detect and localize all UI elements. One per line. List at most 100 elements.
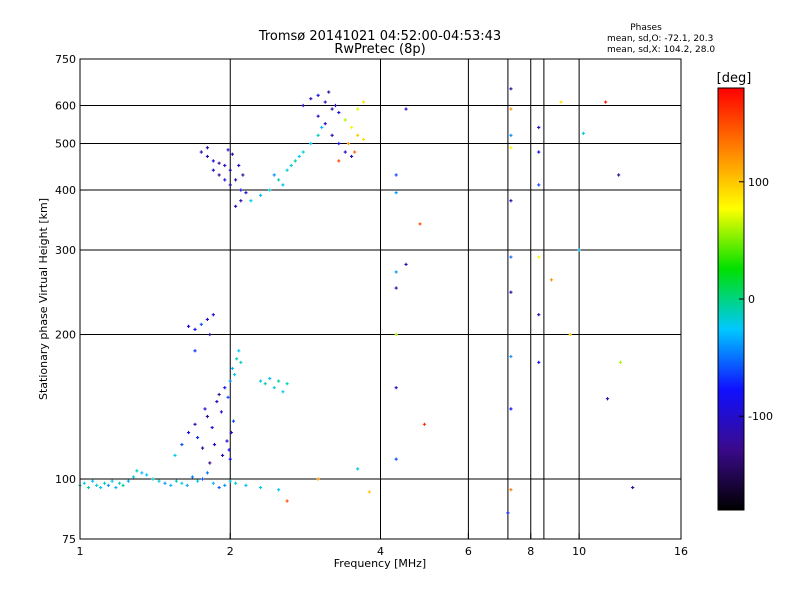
data-point xyxy=(356,107,360,111)
data-point xyxy=(285,499,289,503)
data-point xyxy=(225,439,229,443)
data-point xyxy=(422,422,427,426)
data-point xyxy=(509,107,513,111)
data-point xyxy=(239,360,243,364)
data-point xyxy=(506,511,510,515)
data-point xyxy=(323,122,327,126)
data-point xyxy=(180,442,184,447)
data-point xyxy=(244,483,248,487)
data-point xyxy=(349,125,354,130)
data-point xyxy=(211,159,215,163)
data-point xyxy=(135,469,139,473)
data-point xyxy=(82,481,86,485)
data-point xyxy=(234,204,238,208)
data-point xyxy=(219,410,224,414)
data-point xyxy=(237,349,241,353)
data-point xyxy=(205,146,210,150)
data-point xyxy=(208,461,212,465)
data-point xyxy=(577,248,581,252)
data-point xyxy=(106,483,111,487)
y-tick-label: 600 xyxy=(55,100,76,113)
data-point xyxy=(228,457,232,461)
data-point xyxy=(217,392,221,397)
data-point xyxy=(249,199,253,203)
data-point xyxy=(163,481,167,485)
data-point xyxy=(215,399,219,404)
data-point xyxy=(509,199,513,203)
data-point xyxy=(99,485,103,490)
data-point xyxy=(199,322,203,326)
data-point xyxy=(169,483,173,487)
x-tick-label: 6 xyxy=(465,545,472,558)
data-point xyxy=(228,379,232,383)
data-point xyxy=(509,146,513,150)
data-point xyxy=(330,107,334,111)
y-tick-label: 200 xyxy=(55,329,76,342)
data-point xyxy=(186,324,191,328)
data-point xyxy=(86,485,91,490)
y-axis-ticks: 75 100 200 300 400 500 600 750 xyxy=(55,53,86,546)
data-point xyxy=(185,483,189,487)
data-point xyxy=(203,407,207,411)
data-point xyxy=(537,183,541,187)
x-tick-label: 16 xyxy=(674,545,688,558)
data-point xyxy=(537,313,541,317)
data-point xyxy=(394,191,398,195)
data-point xyxy=(205,154,210,159)
data-point xyxy=(605,397,610,401)
data-point xyxy=(394,386,398,390)
data-point xyxy=(157,479,161,483)
data-point xyxy=(559,100,563,104)
data-point xyxy=(95,483,99,487)
data-point xyxy=(228,183,232,187)
data-point xyxy=(537,125,541,130)
data-point xyxy=(333,103,338,108)
data-point xyxy=(258,379,263,383)
data-point xyxy=(277,379,281,383)
data-point xyxy=(281,183,285,187)
data-point xyxy=(293,159,297,163)
data-point xyxy=(301,150,305,154)
data-point xyxy=(186,430,191,435)
data-point xyxy=(509,407,513,411)
data-point xyxy=(244,191,248,195)
data-point xyxy=(394,457,398,461)
data-point xyxy=(367,490,371,494)
data-point xyxy=(227,448,231,452)
data-point xyxy=(285,382,289,386)
data-point xyxy=(234,481,238,485)
data-point xyxy=(205,471,210,475)
data-point xyxy=(217,485,221,490)
data-point xyxy=(362,137,366,141)
data-point xyxy=(205,317,210,322)
colorbar-tick-label: 0 xyxy=(748,293,755,306)
y-axis-label: Stationary phase Virtual Height [km] xyxy=(37,198,50,400)
data-point xyxy=(199,150,203,154)
data-point xyxy=(195,479,200,483)
data-point xyxy=(316,133,320,137)
data-point xyxy=(289,163,293,168)
data-point xyxy=(223,386,227,390)
stats-header: Phases xyxy=(630,23,662,33)
data-point xyxy=(131,475,136,479)
data-point xyxy=(145,473,149,477)
y-tick-label: 750 xyxy=(55,53,76,66)
data-point xyxy=(223,178,227,182)
data-point xyxy=(316,477,320,481)
colorbar-tick-label: -100 xyxy=(748,410,773,423)
data-point xyxy=(549,278,554,282)
data-point xyxy=(190,475,195,479)
data-point xyxy=(140,471,144,475)
y-tick-label: 100 xyxy=(55,473,76,486)
data-point xyxy=(226,395,230,399)
data-point xyxy=(337,110,341,115)
data-point xyxy=(226,148,230,152)
data-point xyxy=(230,152,235,156)
colorbar-label: [deg] xyxy=(717,71,752,86)
y-tick-label: 500 xyxy=(55,138,76,151)
data-point xyxy=(346,141,351,146)
colorbar xyxy=(717,87,745,511)
x-tick-label: 4 xyxy=(377,545,384,558)
data-point xyxy=(173,453,177,458)
